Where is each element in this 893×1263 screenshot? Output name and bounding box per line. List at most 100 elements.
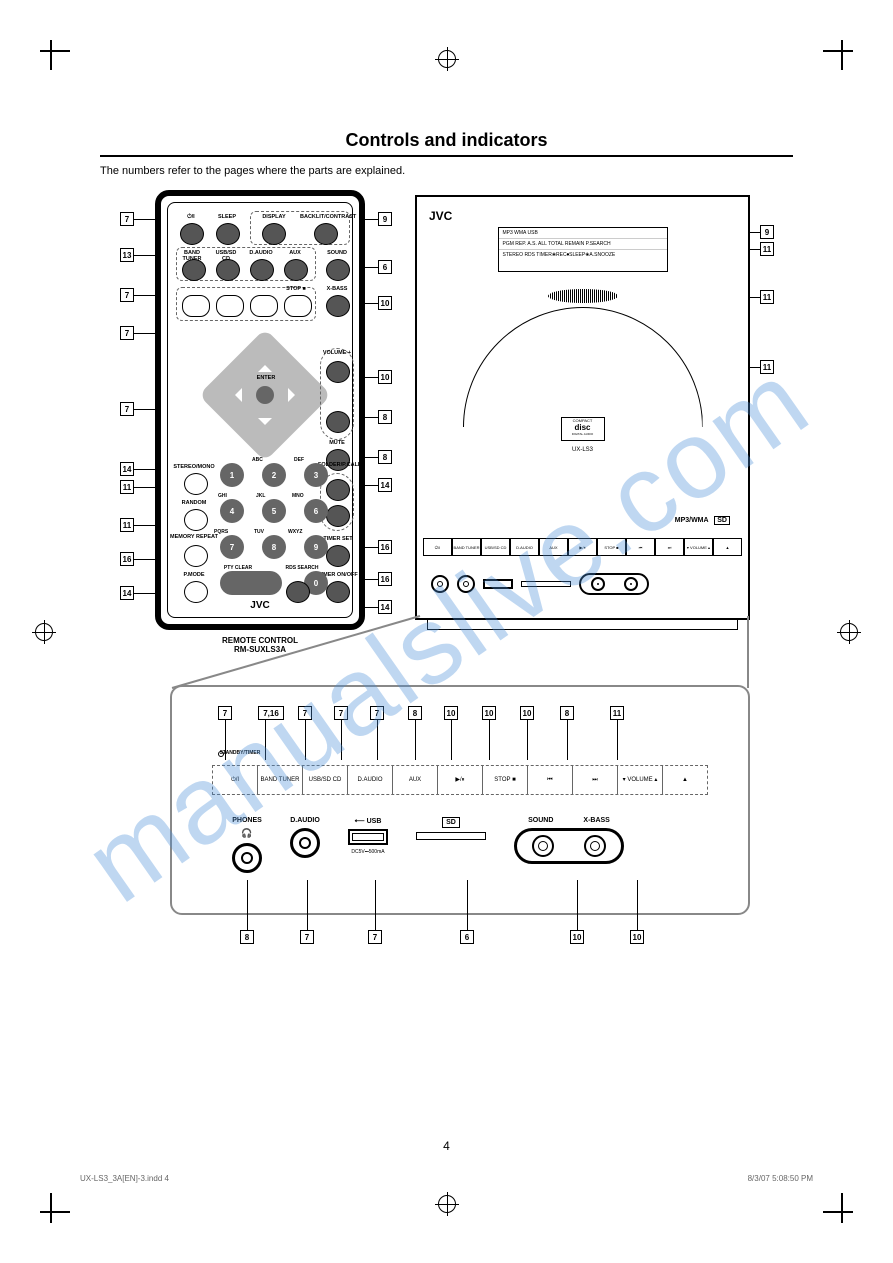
panel-volume-button[interactable]: ▾ VOLUME ▴ xyxy=(684,538,713,556)
sound-button[interactable] xyxy=(591,577,605,591)
usb-port[interactable] xyxy=(348,829,388,845)
footer-filename: UX-LS3_3A[EN]-3.indd 4 xyxy=(80,1174,169,1183)
right-arrow-icon[interactable] xyxy=(288,388,302,402)
volume-up-button[interactable] xyxy=(326,361,350,383)
left-arrow-icon[interactable] xyxy=(228,388,242,402)
callout-page-ref: 8 xyxy=(560,706,574,720)
phones-jack-icon[interactable] xyxy=(431,575,449,593)
sound-xbass-pill xyxy=(579,573,649,595)
sd-slot-icon[interactable] xyxy=(521,581,571,587)
phones-jack[interactable] xyxy=(232,843,262,873)
panel-play-button[interactable]: ▶/⏸ xyxy=(568,538,597,556)
band-tuner-button[interactable] xyxy=(182,259,206,281)
sound-knob[interactable] xyxy=(532,835,554,857)
rds-search-button[interactable] xyxy=(286,581,310,603)
volume-label: VOLUME + xyxy=(318,351,356,357)
panel-power-button[interactable]: ⏻/I xyxy=(423,538,452,556)
contrast-button[interactable] xyxy=(314,223,338,245)
num-9-button[interactable]: 9 xyxy=(304,535,328,559)
power-button[interactable] xyxy=(180,223,204,245)
callout-leader-line xyxy=(134,559,158,560)
exp-power-button[interactable]: ⏻/I xyxy=(213,766,258,794)
wxyz-label: WXYZ xyxy=(288,529,302,535)
remote-model: RM-SUXLS3A xyxy=(200,645,320,654)
sound-label: SOUND xyxy=(322,251,352,257)
panel-band-button[interactable]: BAND TUNER xyxy=(452,538,481,556)
usb-port-icon[interactable] xyxy=(483,579,513,589)
usb-sd-cd-button[interactable] xyxy=(216,259,240,281)
aux-button[interactable] xyxy=(284,259,308,281)
exp-prev-button[interactable]: ⏮ xyxy=(528,766,573,794)
callout-page-ref: 11 xyxy=(760,242,774,256)
num-7-button[interactable]: 7 xyxy=(220,535,244,559)
cursor-pad: ENTER xyxy=(218,348,312,442)
registration-mark-icon xyxy=(438,1195,456,1213)
callout-leader-line xyxy=(527,720,528,760)
exp-stop-button[interactable]: STOP ■ xyxy=(483,766,528,794)
panel-stop-button[interactable]: STOP ■ xyxy=(597,538,626,556)
exp-band-button[interactable]: BAND TUNER xyxy=(258,766,303,794)
sd-slot[interactable] xyxy=(416,832,486,840)
panel-eject-button[interactable]: ▲ xyxy=(713,538,742,556)
num-8-button[interactable]: 8 xyxy=(262,535,286,559)
exp-usbcd-button[interactable]: USB/SD CD xyxy=(303,766,348,794)
panel-aux-button[interactable]: AUX xyxy=(539,538,568,556)
num-1-button[interactable]: 1 xyxy=(220,463,244,487)
play-pause-button[interactable] xyxy=(216,295,244,317)
sound-button[interactable] xyxy=(326,259,350,281)
panel-lower-row xyxy=(423,560,742,608)
panel-next-button[interactable]: ⏭ xyxy=(655,538,684,556)
enter-button[interactable] xyxy=(256,386,274,404)
callout-leader-line xyxy=(134,255,158,256)
down-arrow-icon[interactable] xyxy=(258,418,272,432)
pmode-button[interactable] xyxy=(184,581,208,603)
up-arrow-icon[interactable] xyxy=(258,358,272,372)
callout-page-ref: 14 xyxy=(378,478,392,492)
memory-repeat-button[interactable] xyxy=(184,545,208,567)
stop-button[interactable] xyxy=(284,295,312,317)
daudio-jack[interactable] xyxy=(290,828,320,858)
callout-page-ref: 14 xyxy=(120,586,134,600)
sound-xbass-pill xyxy=(514,828,624,864)
volume-down-button[interactable] xyxy=(326,411,350,433)
display-button[interactable] xyxy=(262,223,286,245)
exp-next-button[interactable]: ⏭ xyxy=(573,766,618,794)
exp-daudio-button[interactable]: D.AUDIO xyxy=(348,766,393,794)
callout-leader-line xyxy=(375,880,376,930)
daudio-jack-icon[interactable] xyxy=(457,575,475,593)
num-4-button[interactable]: 4 xyxy=(220,499,244,523)
next-button[interactable] xyxy=(250,295,278,317)
callout-page-ref: 7 xyxy=(298,706,312,720)
random-button[interactable] xyxy=(184,509,208,531)
remote-caption-1: REMOTE CONTROL xyxy=(200,636,320,645)
usb-label: ⟵ USB xyxy=(355,817,382,825)
sleep-button[interactable] xyxy=(216,223,240,245)
exp-aux-button[interactable]: AUX xyxy=(393,766,438,794)
xbass-knob[interactable] xyxy=(584,835,606,857)
callout-page-ref: 11 xyxy=(120,480,134,494)
pty-clear-button[interactable] xyxy=(220,571,282,595)
panel-prev-button[interactable]: ⏮ xyxy=(626,538,655,556)
unit-display: MP3 WMA USB PGM REP. A.S. ALL TOTAL REMA… xyxy=(498,227,668,272)
exp-eject-button[interactable]: ▲ xyxy=(663,766,707,794)
rds-search-label: RDS SEARCH xyxy=(284,565,320,571)
callout-page-ref: 6 xyxy=(378,260,392,274)
exp-play-button[interactable]: ▶/⏸ xyxy=(438,766,483,794)
num-6-button[interactable]: 6 xyxy=(304,499,328,523)
num-5-button[interactable]: 5 xyxy=(262,499,286,523)
xbass-button[interactable] xyxy=(624,577,638,591)
num-2-button[interactable]: 2 xyxy=(262,463,286,487)
panel-daudio-button[interactable]: D.AUDIO xyxy=(510,538,539,556)
callout-leader-line xyxy=(451,720,452,760)
exp-volume-button[interactable]: ▾ VOLUME ▴ xyxy=(618,766,663,794)
num-3-button[interactable]: 3 xyxy=(304,463,328,487)
panel-usbcd-button[interactable]: USB/SD CD xyxy=(481,538,510,556)
abc-label: ABC xyxy=(252,457,263,463)
callout-leader-line xyxy=(134,469,158,470)
sleep-label: SLEEP xyxy=(214,215,240,221)
stereo-mono-button[interactable] xyxy=(184,473,208,495)
daudio-button[interactable] xyxy=(250,259,274,281)
callout-leader-line xyxy=(134,409,158,410)
prev-button[interactable] xyxy=(182,295,210,317)
xbass-button[interactable] xyxy=(326,295,350,317)
